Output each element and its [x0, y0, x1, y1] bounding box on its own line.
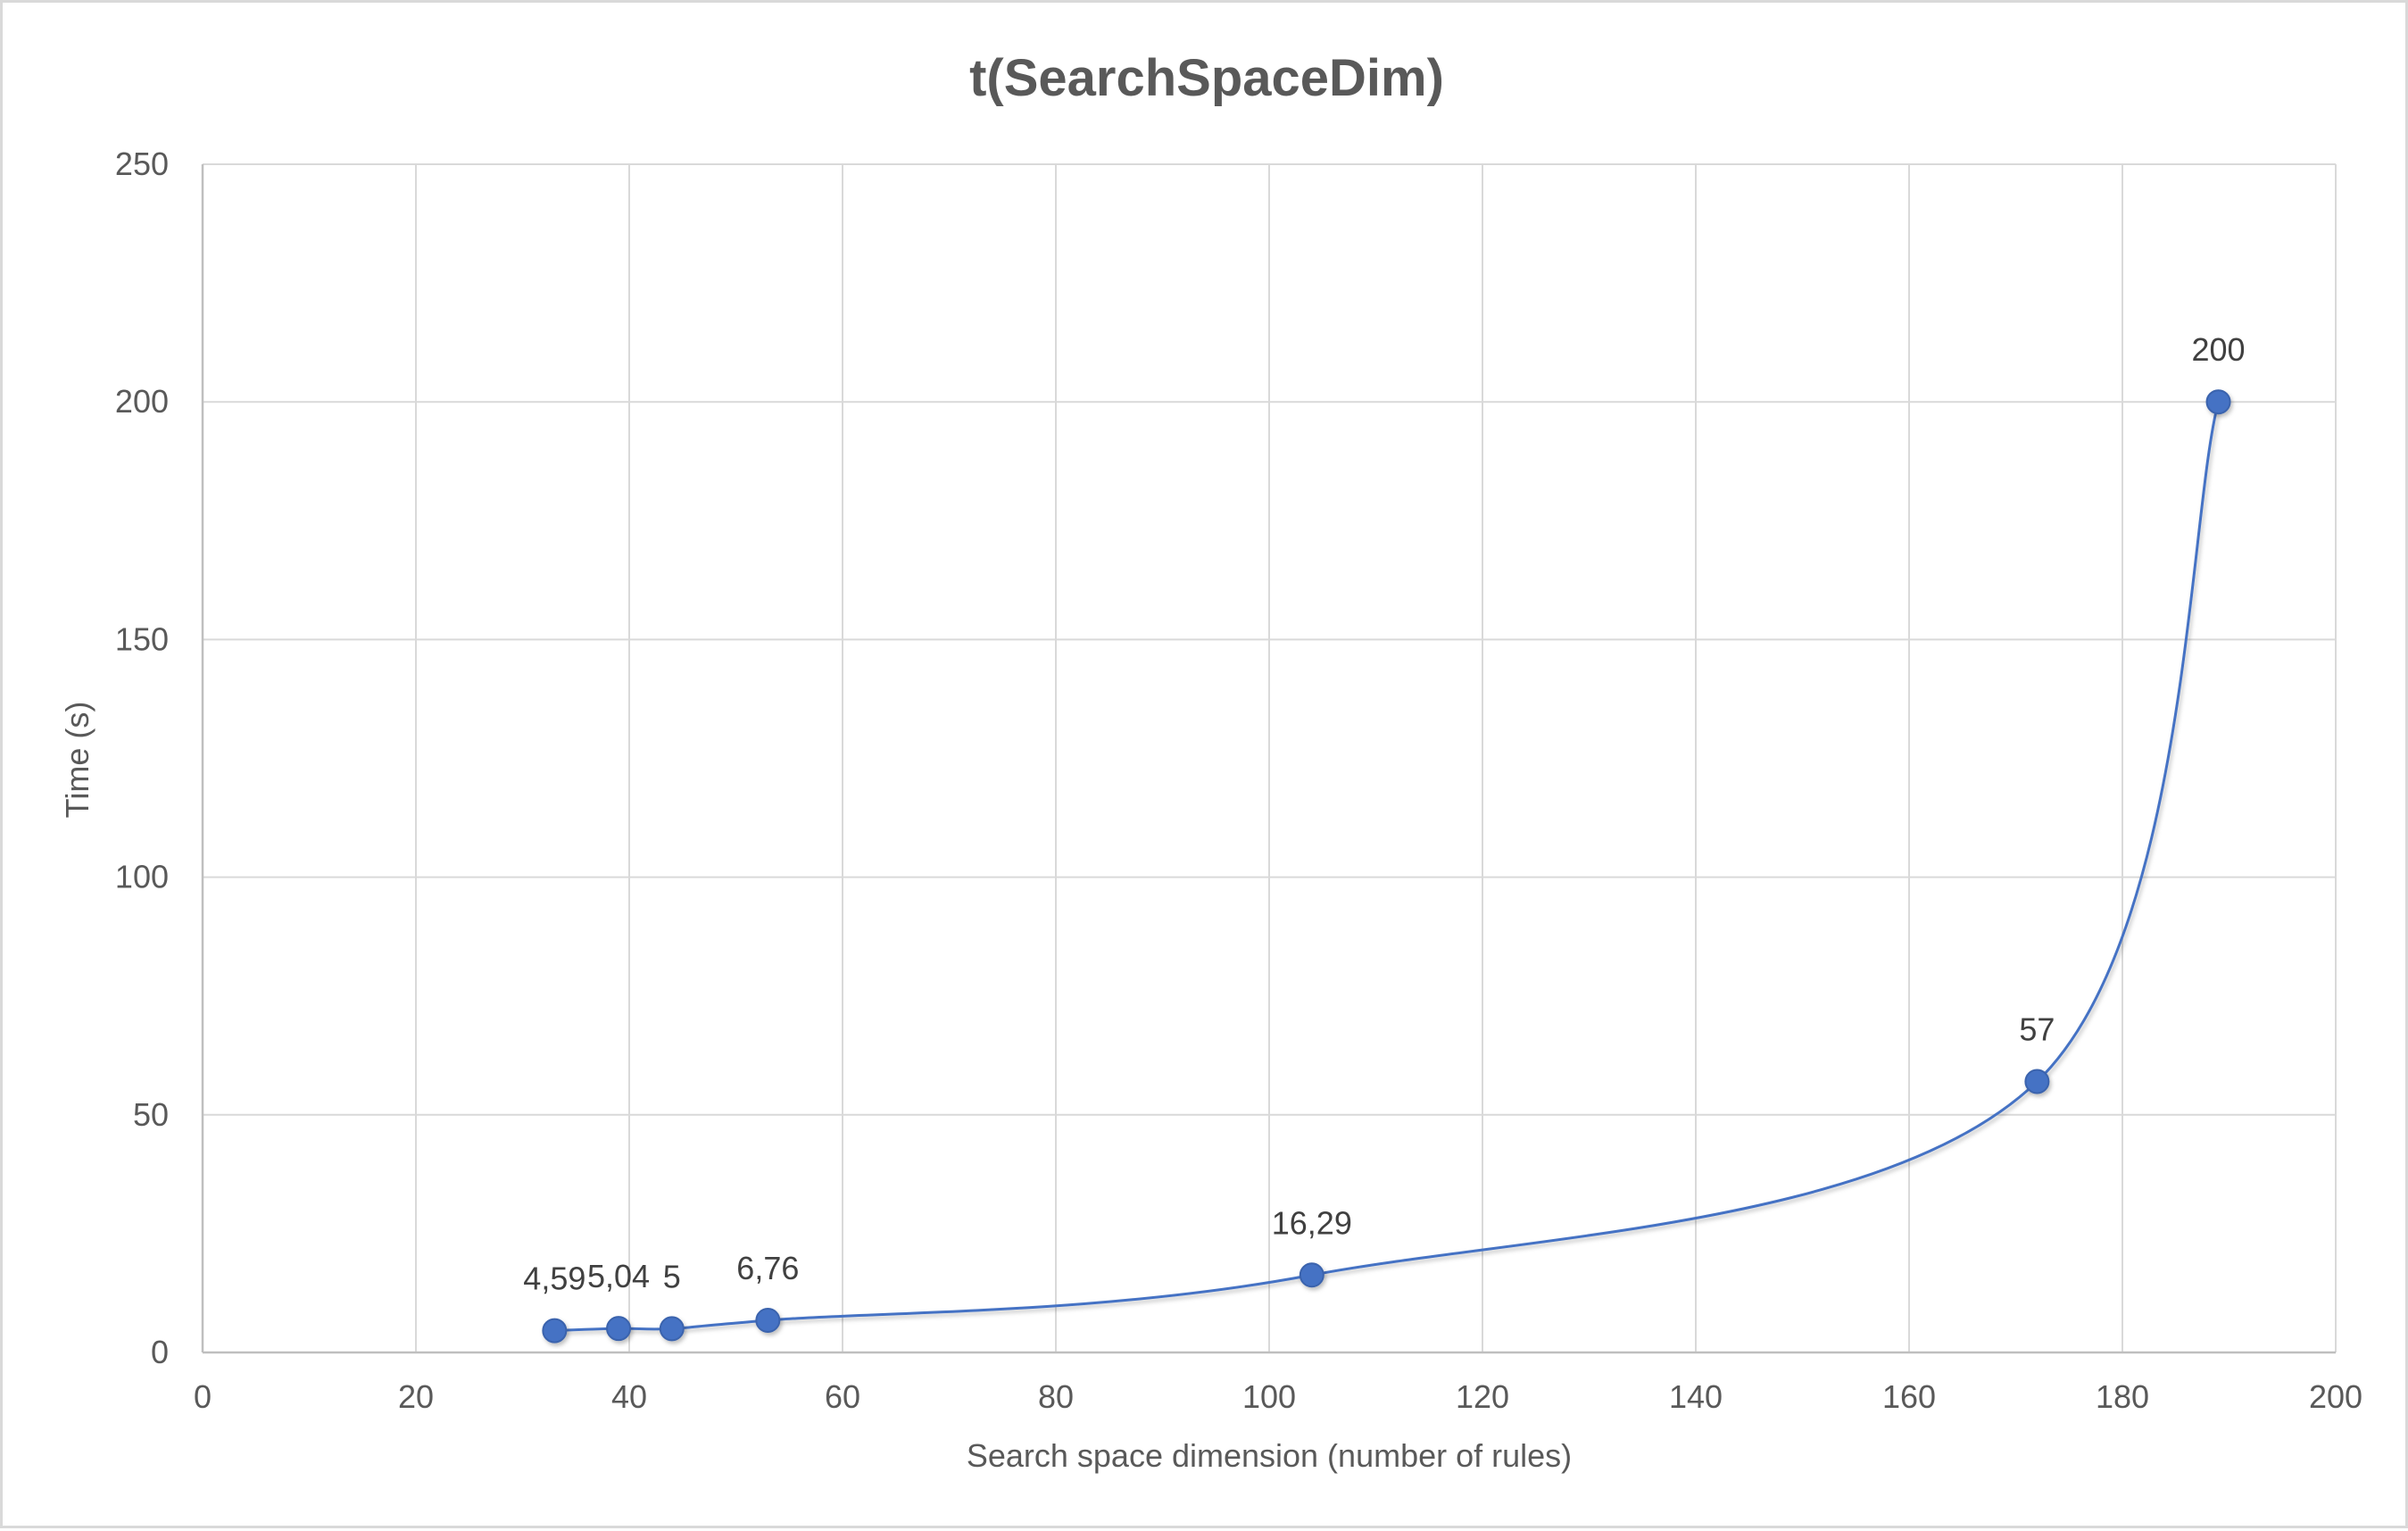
- data-point-6: [2205, 389, 2231, 415]
- y-tick-label-200: 200: [115, 383, 169, 420]
- x-tick-label-160: 160: [1882, 1378, 1936, 1415]
- x-tick-label-20: 20: [398, 1378, 434, 1415]
- x-tick-label-60: 60: [825, 1378, 860, 1415]
- x-tick-label-40: 40: [611, 1378, 647, 1415]
- data-label-5: 57: [2019, 1011, 2055, 1048]
- data-point-3: [755, 1308, 781, 1334]
- axes: [201, 164, 2336, 1354]
- x-tick-label-120: 120: [1456, 1378, 1509, 1415]
- data-label-6: 200: [2192, 331, 2246, 368]
- data-label-0: 4,59: [523, 1261, 585, 1297]
- x-tick-label-180: 180: [2096, 1378, 2149, 1415]
- data-label-1: 5,04: [587, 1258, 650, 1294]
- data-label-2: 5: [663, 1258, 681, 1294]
- chart-title: t(SearchSpaceDim): [969, 49, 1444, 107]
- chart-plot: t(SearchSpaceDim) 0 50 100 150 200 250 0 20 40 60…: [59, 49, 2362, 1474]
- tick-labels: 0 50 100 150 200 250 0 20 40 60 80 100 120 140 160 180 2…: [115, 146, 2362, 1415]
- x-tick-label-140: 140: [1669, 1378, 1723, 1415]
- x-axis-title: Search space dimension (number of rules): [967, 1437, 1572, 1474]
- data-point-1: [606, 1316, 632, 1342]
- data-point-4: [1299, 1262, 1324, 1288]
- y-tick-label-0: 0: [151, 1334, 169, 1370]
- x-tick-label-0: 0: [194, 1378, 212, 1415]
- x-tick-label-200: 200: [2309, 1378, 2362, 1415]
- data-label-3: 6,76: [736, 1250, 799, 1286]
- y-axis-title: Time (s): [59, 702, 95, 819]
- data-points: [542, 389, 2231, 1344]
- y-tick-label-50: 50: [133, 1096, 169, 1133]
- x-tick-label-80: 80: [1038, 1378, 1074, 1415]
- data-point-2: [659, 1316, 685, 1342]
- data-point-0: [542, 1318, 568, 1344]
- data-labels: 4,59 5,04 5 6,76 16,29 57 200: [523, 331, 2245, 1296]
- gridlines: [203, 163, 2337, 1352]
- data-label-4: 16,29: [1272, 1204, 1352, 1241]
- data-point-5: [2024, 1069, 2050, 1094]
- y-tick-label-100: 100: [115, 859, 169, 895]
- y-tick-label-250: 250: [115, 146, 169, 182]
- x-tick-label-100: 100: [1242, 1378, 1296, 1415]
- series-line: [554, 401, 2220, 1333]
- y-tick-label-150: 150: [115, 620, 169, 657]
- series-line-group: [554, 401, 2220, 1333]
